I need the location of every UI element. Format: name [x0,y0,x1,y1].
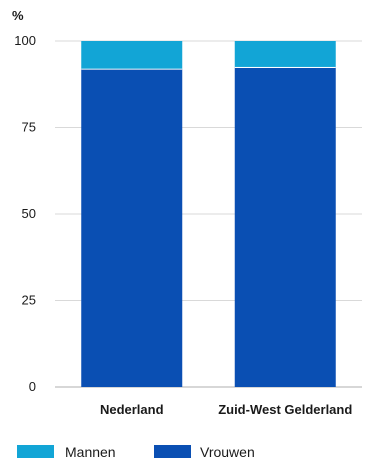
bar-segment-mannen-2 [234,41,336,67]
legend-label-mannen: Mannen [65,444,116,458]
legend-swatch-mannen [17,445,54,458]
bar-segment-vrouwen-2 [234,66,336,387]
bar-segment-vrouwen-1 [81,68,183,388]
y-tick-label: 25 [22,293,36,308]
y-tick-label: 0 [29,379,36,394]
bar-segment-mannen-1 [81,41,183,69]
legend-label-vrouwen: Vrouwen [200,444,255,458]
bars [81,41,336,388]
y-axis-unit-label: % [12,8,24,23]
y-tick-label: 100 [14,33,36,48]
x-category-label: Zuid-West Gelderland [218,402,352,417]
x-axis-labels: Nederland Zuid-West Gelderland [100,402,352,417]
legend-swatch-vrouwen [154,445,191,458]
x-category-label: Nederland [100,402,164,417]
y-axis-ticks: 0 25 50 75 100 [14,33,36,394]
y-tick-label: 75 [22,120,36,135]
y-tick-label: 50 [22,206,36,221]
legend: Mannen Vrouwen [17,444,255,458]
